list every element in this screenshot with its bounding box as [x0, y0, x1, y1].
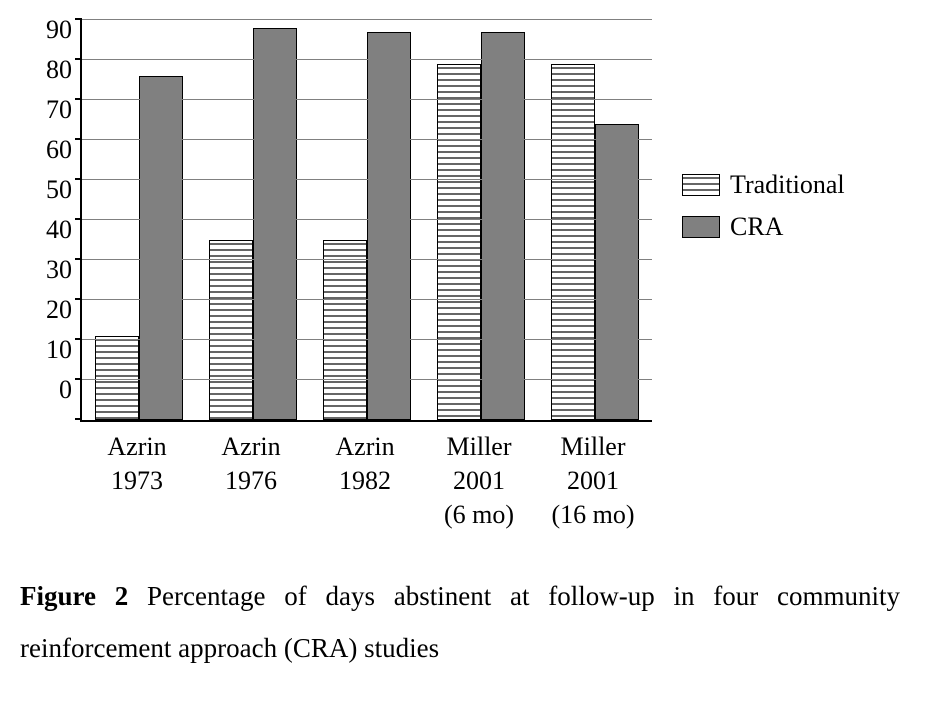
y-tick-mark: [75, 98, 82, 100]
bar-group: [551, 64, 639, 420]
bar: [139, 76, 183, 420]
x-tick-label: Azrin1976: [196, 430, 306, 531]
y-tick-mark: [75, 298, 82, 300]
legend: Traditional CRA: [682, 170, 845, 254]
y-tick-mark: [75, 18, 82, 20]
y-tick-mark: [75, 58, 82, 60]
y-tick-label: 60: [22, 135, 72, 165]
gridline: [82, 99, 652, 100]
x-tick-label: Miller2001(6 mo): [424, 430, 534, 531]
y-tick-mark: [75, 218, 82, 220]
y-axis: 0102030405060708090100: [30, 20, 80, 420]
legend-swatch: [682, 174, 720, 196]
figure-caption: Figure 2 Percentage of days abstinent at…: [20, 571, 900, 674]
y-tick-label: 70: [22, 95, 72, 125]
y-tick-mark: [75, 338, 82, 340]
y-tick-mark: [75, 138, 82, 140]
legend-label: CRA: [730, 212, 783, 242]
legend-item: CRA: [682, 212, 845, 242]
y-tick-label: 50: [22, 175, 72, 205]
y-tick-label: 90: [22, 15, 72, 45]
legend-item: Traditional: [682, 170, 845, 200]
chart-area: 0102030405060708090100: [80, 20, 652, 422]
y-tick-mark: [75, 258, 82, 260]
gridline: [82, 259, 652, 260]
bar-group: [209, 28, 297, 420]
bar: [253, 28, 297, 420]
gridline: [82, 339, 652, 340]
legend-label: Traditional: [730, 170, 845, 200]
y-tick-mark: [75, 378, 82, 380]
gridline: [82, 219, 652, 220]
x-tick-label: Azrin1982: [310, 430, 420, 531]
x-axis-labels: Azrin1973Azrin1976Azrin1982Miller2001(6 …: [80, 430, 650, 531]
gridline: [82, 379, 652, 380]
y-tick-label: 20: [22, 295, 72, 325]
bar: [209, 240, 253, 420]
gridline: [82, 59, 652, 60]
legend-swatch: [682, 216, 720, 238]
y-tick-label: 30: [22, 255, 72, 285]
bars-group: [82, 20, 652, 420]
bar: [437, 64, 481, 420]
gridline: [82, 179, 652, 180]
y-tick-label: 0: [22, 375, 72, 405]
gridline: [82, 19, 652, 20]
chart-container: 0102030405060708090100 Azrin1973Azrin197…: [20, 20, 924, 531]
x-tick-label: Miller2001(16 mo): [538, 430, 648, 531]
y-tick-label: 80: [22, 55, 72, 85]
gridline: [82, 299, 652, 300]
bar: [551, 64, 595, 420]
bar: [367, 32, 411, 420]
bar: [481, 32, 525, 420]
y-tick-mark: [75, 418, 82, 420]
y-tick-label: 40: [22, 215, 72, 245]
x-tick-label: Azrin1973: [82, 430, 192, 531]
bar-group: [95, 76, 183, 420]
bar-group: [437, 32, 525, 420]
y-tick-label: 10: [22, 335, 72, 365]
gridline: [82, 139, 652, 140]
bar: [595, 124, 639, 420]
y-tick-label: 100: [22, 0, 72, 5]
caption-label: Figure 2: [20, 581, 128, 611]
plot-area: [80, 20, 652, 422]
bar: [95, 336, 139, 420]
caption-text: Percentage of days abstinent at follow-u…: [20, 581, 900, 662]
bar-group: [323, 32, 411, 420]
y-tick-mark: [75, 178, 82, 180]
bar: [323, 240, 367, 420]
